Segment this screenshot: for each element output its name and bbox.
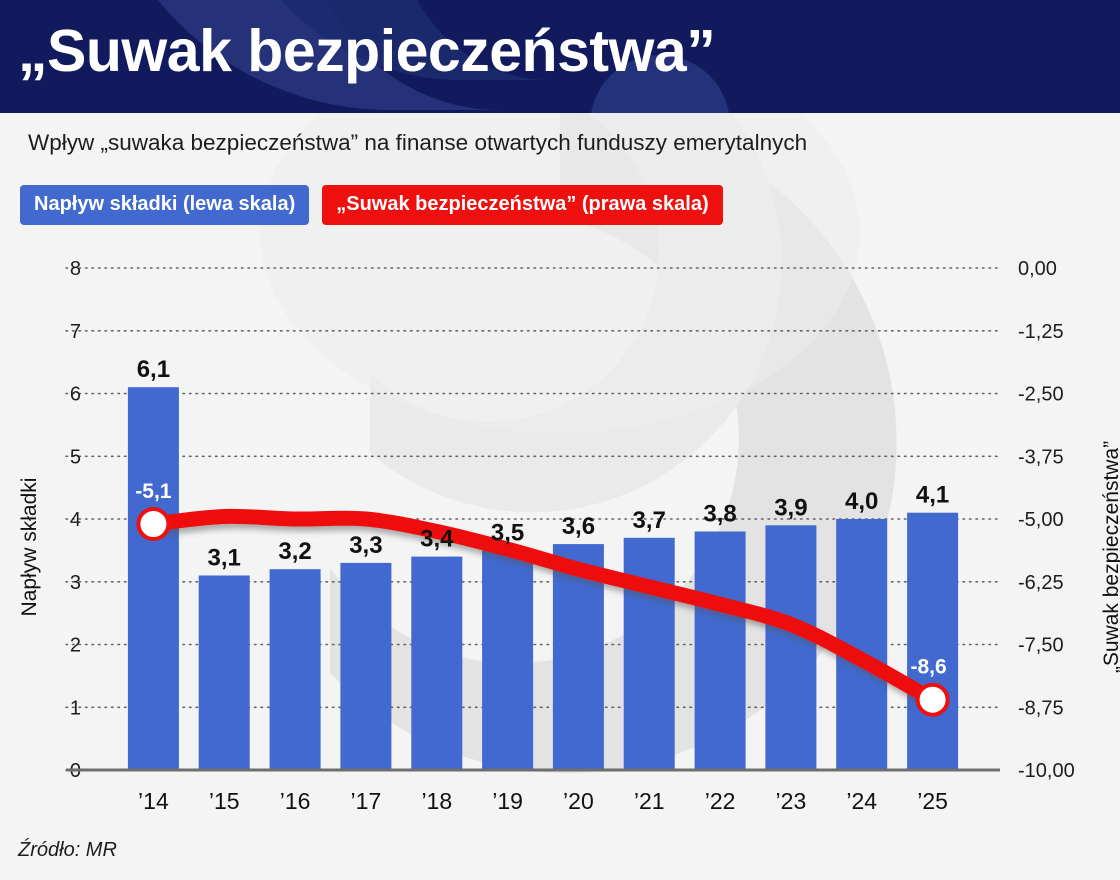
spiral-watermark bbox=[260, 113, 897, 773]
source-note: Źródło: MR bbox=[18, 839, 117, 861]
page-title: „Suwak bezpieczeństwa” bbox=[18, 18, 716, 84]
chart-subtitle: Wpływ „suwaka bezpieczeństwa” na finanse… bbox=[28, 130, 808, 155]
left-axis-title: Napływ składki bbox=[18, 477, 41, 617]
legend-item-naplyw-skladki[interactable]: Napływ składki (lewa skala) bbox=[20, 185, 310, 225]
right-axis-title: „Suwak bezpieczeństwa” bbox=[1100, 440, 1120, 674]
header-banner: „Suwak bezpieczeństwa” bbox=[0, 0, 1120, 113]
chart-background bbox=[0, 113, 1120, 880]
chart-legend: Napływ składki (lewa skala) „Suwak bezpi… bbox=[20, 185, 723, 225]
legend-item-suwak-bezpieczenstwa[interactable]: „Suwak bezpieczeństwa” (prawa skala) bbox=[322, 185, 723, 225]
